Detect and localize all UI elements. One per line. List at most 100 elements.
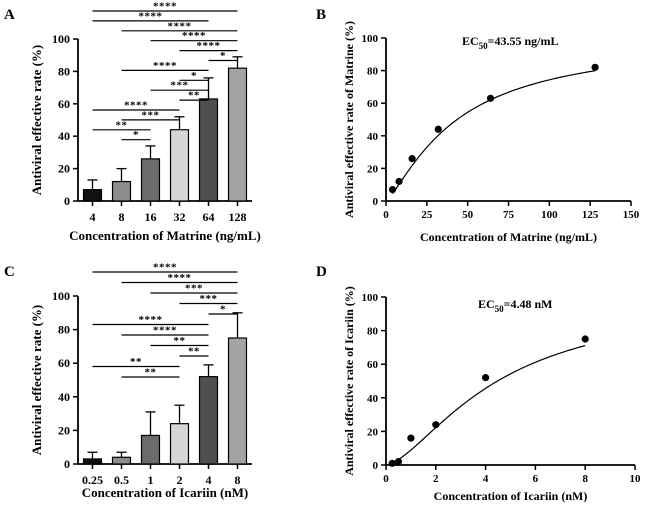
- chart-d-x-axis-label: Concentration of Icariin (nM): [434, 489, 588, 503]
- chart-b-x-tick-label: 75: [503, 209, 515, 221]
- chart-a-x-tick-label: 32: [174, 210, 186, 224]
- chart-b-fit-curve: [392, 70, 596, 195]
- chart-d-data-point: [394, 458, 403, 466]
- chart-a-y-tick-label: 80: [58, 64, 70, 78]
- chart-d-x-tick-label: 8: [582, 473, 588, 485]
- chart-a-bar-4: [82, 189, 103, 202]
- chart-c-bar-1: [140, 434, 161, 465]
- chart-c-bar-2: [169, 423, 190, 465]
- chart-b-y-tick-label: 60: [367, 98, 379, 110]
- panel-label-c: C: [4, 264, 15, 280]
- panel-label-a: A: [4, 7, 15, 23]
- chart-a-x-tick-label: 64: [203, 210, 215, 224]
- chart-c-significance-label: ****: [153, 325, 177, 337]
- chart-d-ec50-sub: 50: [495, 304, 505, 314]
- chart-c-significance-label: **: [174, 335, 186, 347]
- chart-b-data-point: [486, 94, 495, 102]
- chart-d-data-point: [407, 434, 415, 442]
- chart-a-significance-label: ****: [139, 10, 163, 22]
- chart-c-significance-label: **: [188, 346, 200, 358]
- chart-b-y-tick-label: 80: [367, 66, 379, 78]
- chart-d-ec50-rest: =4.48 nM: [504, 297, 553, 311]
- chart-a-y-tick-label: 20: [58, 162, 70, 176]
- chart-d-x-tick-label: 10: [630, 473, 642, 485]
- chart-c-y-tick-label: 100: [52, 289, 70, 303]
- chart-c-bar-8: [227, 337, 248, 465]
- chart-d-data-point: [432, 421, 440, 429]
- chart-c-x-tick-label: 0.5: [114, 473, 129, 487]
- chart-a-significance-label: ****: [168, 20, 192, 32]
- chart-a-significance-label: ****: [197, 40, 221, 52]
- chart-d-ec50-main: EC: [478, 297, 495, 311]
- chart-c-x-tick-label: 4: [206, 473, 212, 487]
- chart-d-data-point: [482, 374, 490, 382]
- chart-b-x-tick-label: 25: [421, 209, 433, 221]
- panel-label-b: B: [316, 7, 326, 23]
- chart-b-x-tick-label: 100: [541, 209, 558, 221]
- chart-d-y-tick-label: 100: [362, 292, 379, 304]
- chart-c-significance-label: ***: [200, 293, 218, 305]
- chart-b-x-axis-label: Concentration of Matrine (ng/mL): [420, 230, 597, 244]
- chart-d-y-tick-label: 60: [367, 359, 379, 371]
- chart-b-ec50-annotation: EC50=43.55 ng/mL: [462, 34, 559, 51]
- chart-a-bar-64: [198, 98, 219, 202]
- chart-b-matrine-curve: 0 20 40 60 80 100 Antiviral effective rate of …: [342, 21, 640, 244]
- chart-c-x-tick-label: 0.25: [82, 473, 103, 487]
- chart-a-x-tick-label: 8: [119, 210, 125, 224]
- chart-c-significance-label: ****: [153, 262, 177, 274]
- chart-a-significance-label: ****: [182, 30, 206, 42]
- chart-d-fit-curve: [391, 345, 586, 464]
- chart-c-significance-label: ****: [168, 272, 192, 284]
- chart-d-x-tick-label: 0: [383, 473, 389, 485]
- chart-c-bar-4: [198, 376, 219, 465]
- chart-a-x-tick-label: 128: [229, 210, 247, 224]
- chart-a-significance-label: **: [188, 90, 200, 102]
- chart-a-bar-128: [227, 67, 248, 202]
- chart-d-x-tick-label: 2: [433, 473, 439, 485]
- chart-c-significance-label: **: [145, 367, 157, 379]
- chart-d-y-axis-label: Antiviral effective rate of Icariin (%): [342, 286, 356, 476]
- chart-a-matrine-bars: 0 20 40 60 80 100 Antiviral effective rate (%)…: [29, 1, 261, 244]
- chart-a-y-axis-label: Antiviral effective rate (%): [29, 45, 44, 196]
- chart-a-significance-label: ***: [142, 109, 160, 121]
- chart-a-y-tick-label: 100: [52, 32, 70, 46]
- chart-a-significance-label: ****: [153, 60, 177, 72]
- chart-b-x-tick-label: 0: [383, 209, 389, 221]
- chart-c-significance-label: ***: [185, 283, 203, 295]
- chart-a-x-axis-label: Concentration of Matrine (ng/mL): [69, 228, 261, 243]
- chart-a-significance-label: ****: [153, 1, 177, 13]
- chart-a-significance-label: **: [116, 119, 128, 131]
- chart-b-y-tick-label: 40: [367, 131, 379, 143]
- chart-c-y-tick-label: 40: [58, 390, 70, 404]
- chart-a-y-tick-label: 60: [58, 97, 70, 111]
- chart-b-data-point: [591, 63, 599, 71]
- chart-b-ec50-main: EC: [462, 34, 479, 48]
- chart-a-x-tick-label: 16: [145, 210, 157, 224]
- chart-d-data-point: [388, 459, 396, 467]
- chart-a-y-tick-label: 0: [64, 194, 70, 208]
- chart-b-data-point: [395, 177, 403, 186]
- chart-a-bar-16: [140, 158, 161, 202]
- chart-d-x-tick-label: 6: [533, 473, 539, 485]
- chart-b-data-point: [388, 185, 397, 194]
- chart-b-ec50-sub: 50: [479, 41, 489, 51]
- chart-a-significance-label: ***: [171, 80, 189, 92]
- chart-a-significance-label: *: [220, 50, 226, 62]
- chart-b-y-tick-label: 100: [362, 33, 379, 45]
- chart-c-significance-label: *: [220, 304, 226, 316]
- chart-a-bar-8: [111, 180, 132, 202]
- chart-b-x-tick-label: 125: [582, 209, 599, 221]
- chart-b-y-tick-label: 0: [373, 196, 379, 208]
- chart-c-y-tick-label: 60: [58, 356, 70, 370]
- chart-c-significance-label: ****: [139, 314, 163, 326]
- chart-a-significance-label: *: [191, 70, 197, 82]
- chart-c-x-tick-label: 1: [148, 473, 154, 487]
- chart-c-x-axis-label: Concentration of Icariin (nM): [82, 485, 248, 500]
- chart-c-y-tick-label: 20: [58, 423, 70, 437]
- chart-b-data-point: [408, 155, 416, 163]
- chart-b-y-axis-label: Antiviral effective rate of Matrine (%): [342, 21, 356, 218]
- chart-c-icariin-bars: 0 20 40 60 80 100 Antiviral effective rate (%)…: [29, 262, 252, 500]
- chart-b-x-tick-label: 150: [623, 209, 640, 221]
